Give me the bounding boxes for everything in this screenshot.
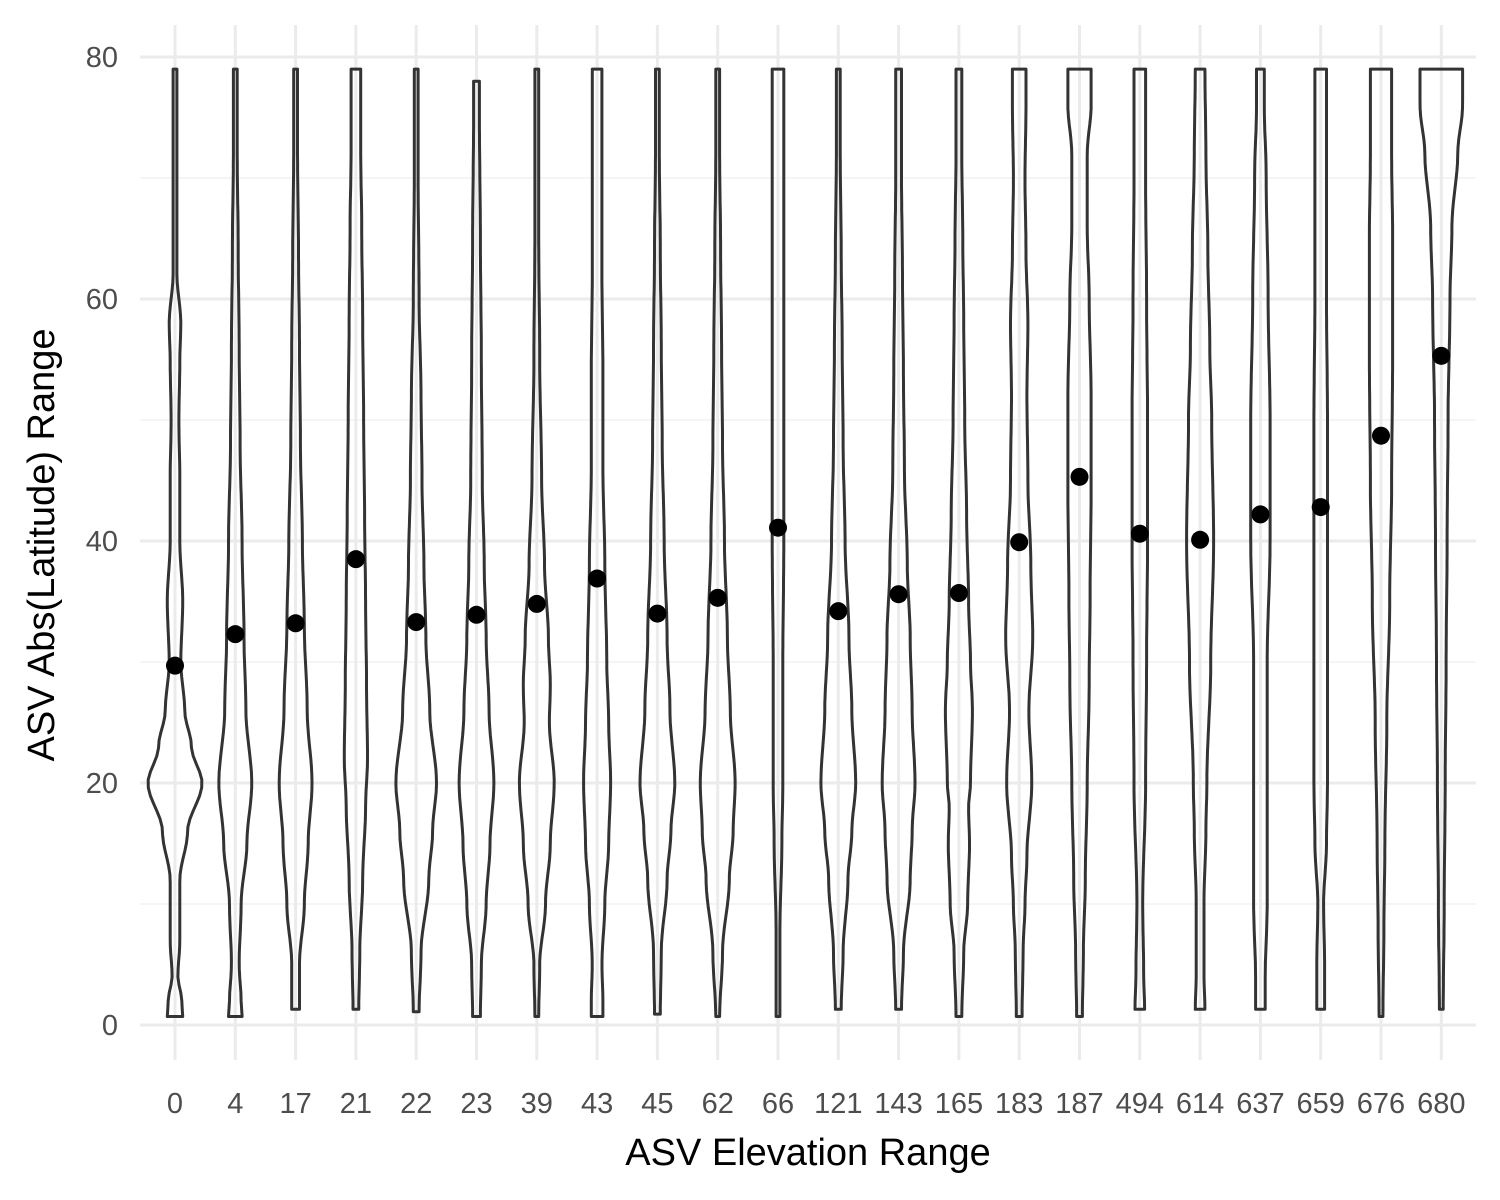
x-tick-label: 4 [227,1088,243,1120]
mean-points [166,346,1451,675]
mean-point-62 [708,588,727,607]
x-tick-label: 22 [400,1088,432,1120]
violin-659 [1312,67,1329,1011]
violin-4 [217,67,254,1018]
y-tick-label: 0 [102,1010,118,1042]
x-tick-label: 676 [1357,1088,1405,1120]
mean-point-187 [1070,467,1089,486]
mean-point-22 [407,613,426,632]
violin-21 [342,67,369,1011]
violin-494 [1130,67,1149,1011]
x-tick-label: 39 [521,1088,553,1120]
x-tick-label: 0 [167,1088,183,1120]
violins [146,67,1465,1018]
violin-45 [638,67,677,1016]
violin-22 [394,67,438,1014]
mean-point-66 [769,518,787,537]
violin-66 [770,67,786,1018]
mean-point-17 [286,614,305,633]
x-tick-label: 143 [874,1088,922,1120]
violin-680 [1418,67,1465,1011]
mean-point-0 [166,656,184,675]
mean-point-680 [1432,346,1451,365]
x-tick-label: 17 [279,1088,311,1120]
x-tick-label: 187 [1055,1088,1103,1120]
x-tick-label: 680 [1417,1088,1465,1120]
x-axis-ticks: 0 4 17 21 22 23 39 43 45 62 66 121 143 165 183 187 494 61… [167,1088,1466,1120]
violin-165 [943,67,974,1018]
violin-121 [819,67,858,1011]
x-tick-label: 43 [581,1088,613,1120]
x-tick-label: 165 [935,1088,983,1120]
mean-point-21 [346,550,365,569]
mean-point-676 [1372,426,1390,445]
violin-143 [880,67,917,1011]
x-tick-label: 121 [814,1088,862,1120]
mean-point-45 [648,604,667,623]
mean-point-4 [226,625,245,644]
violin-39 [517,67,556,1018]
mean-point-39 [527,594,546,613]
violin-183 [1004,67,1035,1018]
y-tick-label: 40 [86,526,118,558]
mean-point-494 [1130,524,1149,543]
mean-point-183 [1010,533,1029,552]
y-axis-title: ASV Abs(Latitude) Range [21,328,63,761]
mean-point-165 [949,584,968,603]
violin-614 [1185,67,1216,1011]
mean-point-143 [889,585,908,604]
mean-point-637 [1251,505,1270,524]
mean-point-23 [467,605,486,624]
mean-point-43 [588,569,607,588]
x-tick-label: 183 [995,1088,1043,1120]
y-axis-ticks: 0 20 40 60 80 [86,42,118,1042]
x-tick-label: 614 [1176,1088,1224,1120]
violin-17 [277,67,314,1011]
x-tick-label: 494 [1116,1088,1164,1120]
x-tick-label: 45 [641,1088,673,1120]
violin-187 [1066,67,1093,1018]
y-tick-label: 80 [86,42,118,74]
x-tick-label: 66 [762,1088,794,1120]
mean-point-614 [1191,530,1210,549]
violin-23 [457,79,496,1018]
y-tick-label: 60 [86,284,118,316]
violin-637 [1249,67,1272,1011]
violin-43 [582,67,613,1018]
violin-62 [698,67,737,1018]
x-tick-label: 637 [1236,1088,1284,1120]
x-axis-title: ASV Elevation Range [625,1132,990,1174]
violin-676 [1367,67,1395,1018]
violin-0 [146,67,204,1018]
x-tick-label: 21 [340,1088,372,1120]
x-tick-label: 659 [1297,1088,1345,1120]
grid-lines [140,25,1476,1060]
mean-point-659 [1311,498,1330,517]
mean-point-121 [829,602,848,621]
x-tick-label: 23 [460,1088,492,1120]
x-tick-label: 62 [702,1088,734,1120]
y-tick-label: 20 [86,768,118,800]
